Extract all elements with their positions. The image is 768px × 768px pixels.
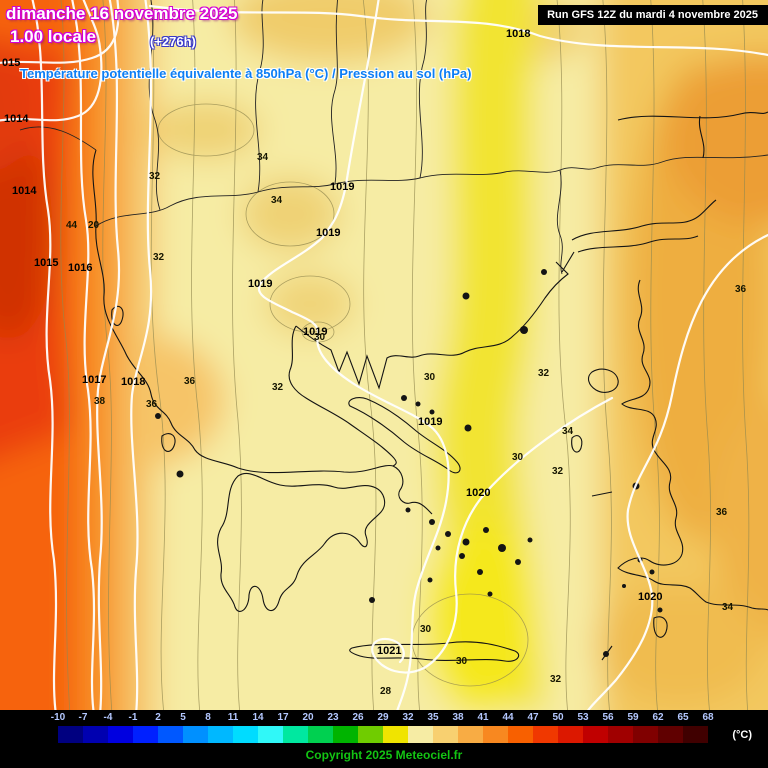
colorbar-ticks: -10 -7 -4 -1 2 5 8 11 14 17 20 23 26 29 32 35 38 41 44 47 50… [0,710,768,724]
colorbar-cell [383,726,408,743]
colorbar-tick: 44 [502,712,514,723]
colorbar-cell [533,726,558,743]
colorbar-tick: -10 [50,712,66,723]
colorbar-tick: 11 [227,712,239,723]
colorbar-tick: 53 [577,712,589,723]
colorbar-tick: -7 [78,712,88,723]
colorbar-tick: 2 [155,712,161,723]
colorbar-tick: 32 [402,712,414,723]
map-parameter-title: Température potentielle équivalente à 85… [20,66,472,81]
colorbar-tick: 68 [702,712,714,723]
colorbar-cells [58,726,708,743]
colorbar-cell [558,726,583,743]
colorbar-tick: 8 [205,712,211,723]
colorbar-tick: 47 [527,712,539,723]
colorbar-tick: 14 [252,712,264,723]
colorbar-tick: 26 [352,712,364,723]
colorbar-tick: 20 [302,712,314,723]
forecast-time-text: 1.00 locale [10,27,97,46]
colorbar-cell [583,726,608,743]
colorbar-cell [183,726,208,743]
colorbar-cell [483,726,508,743]
colorbar-cell [83,726,108,743]
map-canvas: 015 1014 1014 1015 1016 1017 1018 1018 1019 1019 1… [0,0,768,710]
copyright-text: Copyright 2025 Meteociel.fr [305,748,463,762]
colorbar-tick: 29 [377,712,389,723]
colorbar-cell [283,726,308,743]
colorbar-cell [658,726,683,743]
colorbar-cell [433,726,458,743]
country-borders [19,0,768,275]
forecast-date-text: dimanche 16 novembre 2025 [6,4,238,23]
unit-label: (°C) [732,729,752,741]
colorbar-cell [608,726,633,743]
colorbar-cell [458,726,483,743]
colorbar-tick: 35 [427,712,439,723]
colorbar-tick: -4 [103,712,113,723]
colorbar-cell [508,726,533,743]
colorbar-tick: 38 [452,712,464,723]
colorbar-cell [308,726,333,743]
colorbar-tick: 62 [652,712,664,723]
colorbar-tick: 23 [327,712,339,723]
colorbar-cell [333,726,358,743]
isobar-lines [0,0,768,710]
colorbar-cell [408,726,433,743]
colorbar-tick: 59 [627,712,639,723]
colorbar-tick: 17 [277,712,289,723]
colorbar-cell [133,726,158,743]
colorbar-tick: 56 [602,712,614,723]
colorbar-cell [158,726,183,743]
colorbar-cell [258,726,283,743]
colorbar-cell [633,726,658,743]
colorbar-cell [233,726,258,743]
colorbar-tick: -1 [128,712,138,723]
colorbar-tick: 50 [552,712,564,723]
theta-e-contour-lines [60,0,750,710]
colorbar-tick: 5 [180,712,186,723]
colorbar-tick: 65 [677,712,689,723]
colorbar-cell [683,726,708,743]
colorbar-cell [208,726,233,743]
theta-e-pressure-map [0,0,768,710]
colorbar-cell [58,726,83,743]
forecast-offset-text: (+276h) [150,34,196,49]
colorbar-cell [108,726,133,743]
colorbar-tick: 41 [477,712,489,723]
colorbar-panel: -10 -7 -4 -1 2 5 8 11 14 17 20 23 26 29 32 35 38 41 44 47 50… [0,710,768,768]
colorbar-cell [358,726,383,743]
model-run-info: Run GFS 12Z du mardi 4 novembre 2025 [538,5,768,25]
